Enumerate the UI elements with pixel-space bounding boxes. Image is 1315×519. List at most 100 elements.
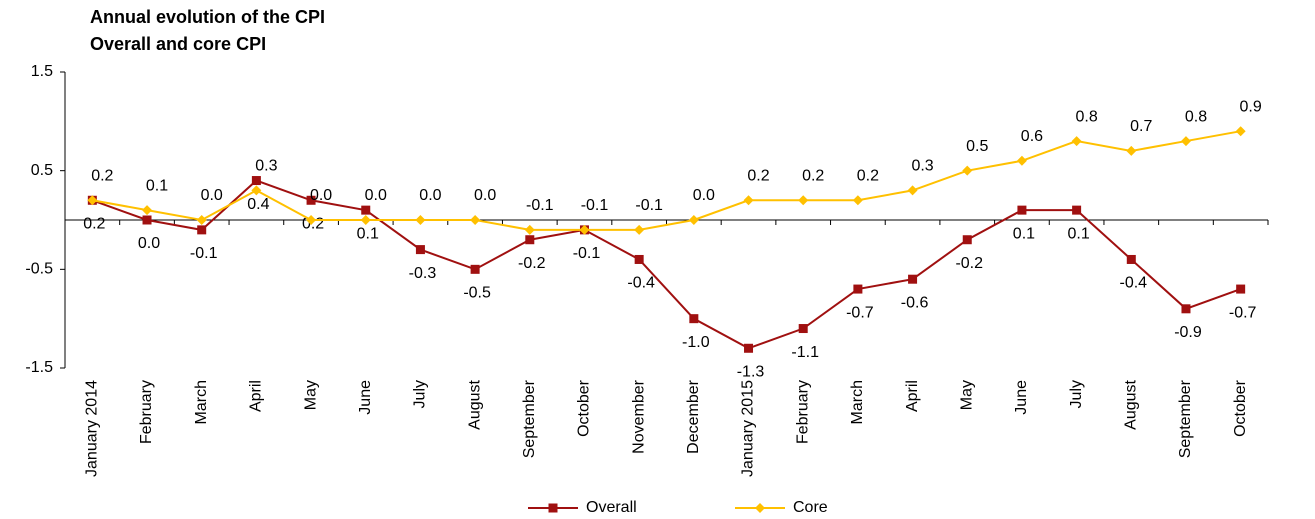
data-label: 0.2 bbox=[802, 167, 824, 184]
data-label: 0.0 bbox=[310, 187, 332, 204]
point bbox=[853, 284, 863, 294]
x-tick-label: September bbox=[1177, 379, 1194, 458]
point bbox=[87, 195, 98, 206]
chart-subtitle: Overall and core CPI bbox=[90, 34, 266, 54]
x-tick-label: March bbox=[849, 380, 866, 424]
point bbox=[744, 343, 754, 353]
point bbox=[743, 195, 754, 206]
y-tick-label: 1.5 bbox=[31, 63, 53, 80]
data-label: 0.1 bbox=[357, 225, 379, 242]
point bbox=[196, 215, 207, 225]
data-label: -0.2 bbox=[955, 255, 983, 272]
data-label: -0.4 bbox=[627, 275, 655, 292]
point bbox=[525, 235, 535, 245]
data-label: -0.5 bbox=[463, 285, 491, 302]
x-tick-label: October bbox=[1232, 379, 1249, 437]
point bbox=[634, 224, 645, 235]
point bbox=[360, 215, 371, 225]
x-tick-label: November bbox=[630, 379, 647, 453]
x-tick-label: May bbox=[302, 380, 319, 410]
data-label: 0.0 bbox=[419, 187, 441, 204]
data-label: 0.2 bbox=[857, 167, 879, 184]
x-tick-label: February bbox=[794, 380, 811, 444]
data-label: 0.9 bbox=[1240, 98, 1262, 115]
point bbox=[251, 176, 261, 186]
data-label: 0.8 bbox=[1185, 108, 1207, 125]
point bbox=[689, 314, 699, 324]
series-line bbox=[92, 179, 1241, 350]
point bbox=[688, 215, 699, 225]
data-label: 0.1 bbox=[1013, 225, 1035, 242]
x-tick-label: January 2015 bbox=[740, 380, 757, 477]
data-label: 0.0 bbox=[138, 235, 160, 252]
data-label: -0.7 bbox=[846, 304, 874, 321]
data-label: 0.1 bbox=[1067, 225, 1089, 242]
data-label: 0.2 bbox=[747, 167, 769, 184]
point bbox=[415, 215, 426, 225]
point bbox=[1126, 254, 1136, 264]
data-label: -0.7 bbox=[1229, 304, 1257, 321]
legend-label: Overall bbox=[586, 499, 637, 516]
point bbox=[1236, 284, 1246, 294]
data-label: -1.0 bbox=[682, 334, 710, 351]
point bbox=[1016, 155, 1027, 166]
point bbox=[548, 503, 558, 513]
point bbox=[634, 254, 644, 264]
data-label: 0.3 bbox=[255, 158, 277, 175]
x-tick-label: December bbox=[685, 379, 702, 453]
point bbox=[907, 185, 918, 196]
point bbox=[142, 215, 152, 225]
data-label: 0.2 bbox=[83, 215, 105, 232]
point bbox=[1072, 205, 1082, 215]
data-label: 0.1 bbox=[146, 177, 168, 194]
data-label: -0.9 bbox=[1174, 324, 1202, 341]
x-tick-label: October bbox=[576, 379, 593, 437]
y-tick-label: -1.5 bbox=[25, 359, 53, 376]
data-label: 0.0 bbox=[693, 187, 715, 204]
data-label: -0.2 bbox=[518, 255, 546, 272]
data-label: -0.1 bbox=[526, 197, 554, 214]
point bbox=[579, 224, 590, 235]
point bbox=[1235, 126, 1246, 137]
data-label: -0.1 bbox=[581, 197, 609, 214]
x-tick-label: January 2014 bbox=[84, 380, 101, 477]
data-label: -1.1 bbox=[791, 344, 819, 361]
point bbox=[798, 195, 809, 206]
x-tick-label: May bbox=[958, 380, 975, 410]
point bbox=[361, 205, 371, 215]
point bbox=[1181, 304, 1191, 314]
point bbox=[908, 274, 918, 284]
y-tick-label: -0.5 bbox=[25, 261, 53, 278]
point bbox=[962, 235, 972, 245]
x-tick-label: June bbox=[1013, 380, 1030, 415]
point bbox=[415, 245, 425, 255]
data-label: 0.3 bbox=[911, 158, 933, 175]
data-label: -0.6 bbox=[901, 294, 929, 311]
point bbox=[1071, 136, 1082, 147]
data-label: 0.4 bbox=[247, 196, 269, 213]
data-label: -0.1 bbox=[190, 245, 218, 262]
x-tick-label: September bbox=[521, 379, 538, 458]
data-label: 0.8 bbox=[1075, 108, 1097, 125]
point bbox=[798, 324, 808, 334]
x-tick-label: July bbox=[412, 380, 429, 408]
point bbox=[1126, 145, 1137, 156]
point bbox=[524, 224, 535, 235]
data-label: -0.1 bbox=[573, 245, 601, 262]
point bbox=[1180, 136, 1191, 147]
y-tick-label: 0.5 bbox=[31, 162, 53, 179]
data-label: 0.6 bbox=[1021, 128, 1043, 145]
data-label: -1.3 bbox=[737, 363, 765, 380]
point bbox=[197, 225, 207, 235]
x-tick-label: February bbox=[138, 380, 155, 444]
chart-title: Annual evolution of the CPI bbox=[90, 7, 325, 27]
series-line bbox=[92, 130, 1241, 231]
data-label: -0.4 bbox=[1120, 275, 1148, 292]
data-label: -0.3 bbox=[409, 265, 437, 282]
point bbox=[306, 215, 317, 225]
data-label: 0.0 bbox=[365, 187, 387, 204]
legend-label: Core bbox=[793, 499, 828, 516]
x-tick-label: June bbox=[357, 380, 374, 415]
x-tick-label: April bbox=[904, 380, 921, 412]
